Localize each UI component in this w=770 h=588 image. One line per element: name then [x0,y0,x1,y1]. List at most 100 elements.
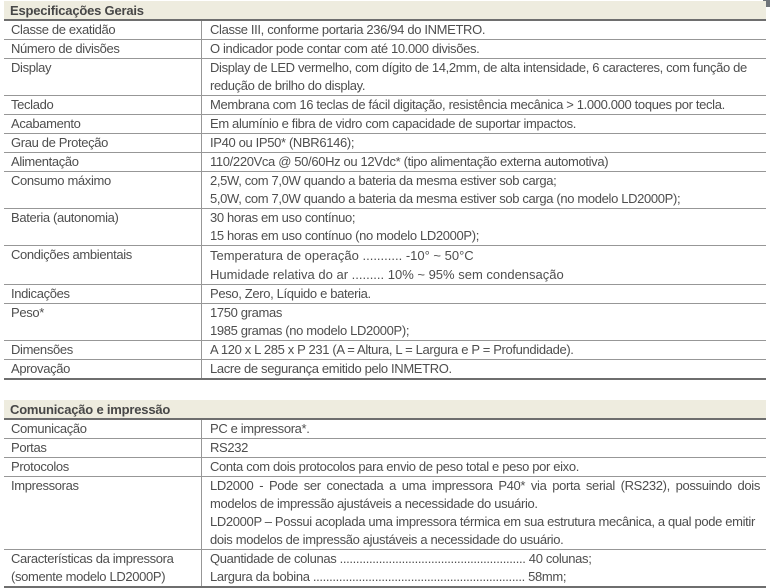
spec-label: Dimensões [4,341,202,359]
label-line: Peso* [11,305,44,320]
label-line: Classe de exatidão [11,22,116,37]
spec-label: Alimentação [4,153,202,171]
spec-label: Grau de Proteção [4,134,202,152]
label-line: (somente modelo LD2000P) [11,569,166,584]
table-row: Impressoras LD2000 - Pode ser conectada … [4,477,766,550]
value-line: 5,0W, com 7,0W quando a bateria da mesma… [210,191,681,206]
spec-value: Peso, Zero, Líquido e bateria. [202,285,766,303]
value-line: Display de LED vermelho, com dígito de 1… [210,60,747,75]
spec-value: RS232 [202,439,766,457]
value-line: 110/220Vca @ 50/60Hz ou 12Vdc* (tipo ali… [210,154,609,169]
value-line: RS232 [210,440,248,455]
table-title: Especificações Gerais [4,1,766,21]
spec-value: O indicador pode contar com até 10.000 d… [202,40,766,58]
spec-label: Protocolos [4,458,202,476]
label-line: Impressoras [11,478,79,493]
spec-value: 110/220Vca @ 50/60Hz ou 12Vdc* (tipo ali… [202,153,766,171]
value-line: Lacre de segurança emitido pelo INMETRO. [210,361,452,376]
value-line: 1985 gramas (no modelo LD2000P); [210,323,410,338]
table-row: Display Display de LED vermelho, com díg… [4,59,766,96]
spec-label: Teclado [4,96,202,114]
spec-value: Membrana com 16 teclas de fácil digitaçã… [202,96,766,114]
value-line: PC e impressora*. [210,421,310,436]
label-line: Consumo máximo [11,173,111,188]
table-row: Características da impressora (somente m… [4,550,766,588]
spec-value: Lacre de segurança emitido pelo INMETRO. [202,360,766,378]
spec-value: LD2000 - Pode ser conectada a uma impres… [202,477,766,549]
value-line: A 120 x L 285 x P 231 (A = Altura, L = L… [210,342,574,357]
table-row: Peso* 1750 gramas 1985 gramas (no modelo… [4,304,766,341]
table-row: Teclado Membrana com 16 teclas de fácil … [4,96,766,115]
label-line: Teclado [11,97,54,112]
label-line: Número de divisões [11,41,120,56]
value-line: 30 horas em uso contínuo; [210,210,356,225]
value-line: O indicador pode contar com até 10.000 d… [210,41,480,56]
spec-label: Classe de exatidão [4,21,202,39]
table-row: Comunicação PC e impressora*. [4,420,766,439]
table-row: Consumo máximo 2,5W, com 7,0W quando a b… [4,172,766,209]
spec-label: Condições ambientais [4,246,202,284]
table-row: Aprovação Lacre de segurança emitido pel… [4,360,766,380]
spec-value: Temperatura de operação ........... -10°… [202,246,766,284]
spec-label: Comunicação [4,420,202,438]
table-row: Bateria (autonomia) 30 horas em uso cont… [4,209,766,246]
value-line: redução de brilho do display. [210,78,366,93]
spec-value: Em alumínio e fibra de vidro com capacid… [202,115,766,133]
value-line: Temperatura de operação ........... -10°… [210,248,474,263]
label-line: Indicações [11,286,70,301]
table-row: Portas RS232 [4,439,766,458]
spec-value: Conta com dois protocolos para envio de … [202,458,766,476]
value-line: Em alumínio e fibra de vidro com capacid… [210,116,577,131]
spec-value: Classe III, conforme portaria 236/94 do … [202,21,766,39]
value-line: 2,5W, com 7,0W quando a bateria da mesma… [210,173,557,188]
value-line: Quantidade de colunas ..................… [210,551,592,566]
spec-label: Display [4,59,202,95]
value-line: Classe III, conforme portaria 236/94 do … [210,22,486,37]
spec-label: Características da impressora (somente m… [4,550,202,586]
spec-label: Consumo máximo [4,172,202,208]
spec-label: Indicações [4,285,202,303]
value-line: Largura da bobina ......................… [210,569,567,584]
label-line: Aprovação [11,361,70,376]
table-row: Classe de exatidão Classe III, conforme … [4,21,766,40]
value-line: Peso, Zero, Líquido e bateria. [210,286,371,301]
table-row: Grau de Proteção IP40 ou IP50* (NBR6146)… [4,134,766,153]
spec-label: Portas [4,439,202,457]
value-line: Conta com dois protocolos para envio de … [210,459,579,474]
table-row: Condições ambientais Temperatura de oper… [4,246,766,285]
value-line: 1750 gramas [210,305,283,320]
table-title: Comunicação e impressão [4,400,766,420]
value-line: LD2000 - Pode ser conectada a uma impres… [210,478,760,493]
spec-value: Quantidade de colunas ..................… [202,550,766,586]
table-row: Acabamento Em alumínio e fibra de vidro … [4,115,766,134]
value-line: Membrana com 16 teclas de fácil digitaçã… [210,97,725,112]
table-row: Protocolos Conta com dois protocolos par… [4,458,766,477]
value-line: IP40 ou IP50* (NBR6146); [210,135,355,150]
spec-label: Número de divisões [4,40,202,58]
label-line: Portas [11,440,47,455]
spec-value: IP40 ou IP50* (NBR6146); [202,134,766,152]
label-line: Display [11,60,52,75]
label-line: Bateria (autonomia) [11,210,119,225]
table-especificacoes-gerais: Especificações Gerais Classe de exatidão… [4,1,766,380]
label-line: Alimentação [11,154,79,169]
spec-value: PC e impressora*. [202,420,766,438]
label-line: Dimensões [11,342,73,357]
value-line: LD2000P – Possui acoplada uma impressora… [210,514,755,529]
value-line: 15 horas em uso contínuo (no modelo LD20… [210,228,479,243]
table-comunicacao-impressao: Comunicação e impressão Comunicação PC e… [4,400,766,588]
spec-value: Display de LED vermelho, com dígito de 1… [202,59,766,95]
table-row: Número de divisões O indicador pode cont… [4,40,766,59]
table-row: Dimensões A 120 x L 285 x P 231 (A = Alt… [4,341,766,360]
corner-artifact-square [763,0,770,7]
label-line: Condições ambientais [11,247,132,262]
table-row: Indicações Peso, Zero, Líquido e bateria… [4,285,766,304]
spec-value: 2,5W, com 7,0W quando a bateria da mesma… [202,172,766,208]
label-line: Acabamento [11,116,81,131]
label-line: Grau de Proteção [11,135,109,150]
spec-label: Acabamento [4,115,202,133]
value-line: Humidade relativa do ar ......... 10% ~ … [210,267,564,282]
spec-label: Bateria (autonomia) [4,209,202,245]
value-line: modelos de impressão ajustáveis a necess… [210,496,538,511]
